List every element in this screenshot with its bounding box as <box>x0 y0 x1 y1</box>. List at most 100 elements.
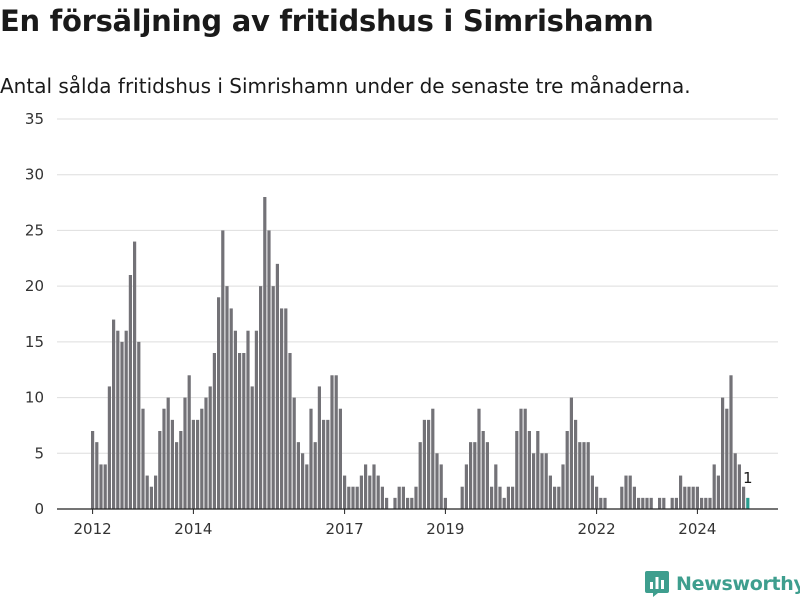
bar <box>511 486 515 509</box>
bar <box>376 475 380 509</box>
bar <box>561 464 565 509</box>
bar <box>225 286 229 509</box>
bar <box>162 408 166 509</box>
bar <box>133 241 137 509</box>
bar <box>691 486 695 509</box>
bar <box>347 486 351 509</box>
bar <box>464 464 468 509</box>
bar <box>557 486 561 509</box>
bar <box>250 386 254 509</box>
bar <box>427 419 431 509</box>
bar <box>385 497 389 509</box>
bar <box>296 442 300 509</box>
bar <box>397 486 401 509</box>
bar <box>565 431 569 509</box>
bar <box>208 386 212 509</box>
bar <box>737 464 741 509</box>
bar <box>305 464 309 509</box>
newsworthy-logo: Newsworthy <box>644 570 800 598</box>
bar <box>662 497 666 509</box>
bar <box>271 286 275 509</box>
bar <box>649 497 653 509</box>
x-tick-label: 2019 <box>426 520 464 538</box>
bar <box>238 353 242 509</box>
bar <box>107 386 111 509</box>
bar <box>212 353 216 509</box>
bar <box>527 431 531 509</box>
bar <box>683 486 687 509</box>
bar <box>284 308 288 509</box>
bar <box>145 475 149 509</box>
bar <box>229 308 233 509</box>
bar <box>334 375 338 509</box>
bar <box>259 286 263 509</box>
bar <box>544 453 548 509</box>
bar <box>200 408 204 509</box>
bar <box>351 486 355 509</box>
bar <box>679 475 683 509</box>
y-tick-label: 20 <box>25 277 44 295</box>
newsworthy-logo-icon <box>645 571 669 597</box>
bar <box>569 397 573 509</box>
bar <box>553 486 557 509</box>
brand-name: Newsworthy <box>676 573 800 595</box>
y-tick-label: 30 <box>25 166 44 184</box>
bar <box>166 397 170 509</box>
bar <box>637 497 641 509</box>
bar <box>368 475 372 509</box>
chart-title: En försäljning av fritidshus i Simrisham… <box>0 4 654 38</box>
bar <box>641 497 645 509</box>
bar <box>481 431 485 509</box>
bar <box>326 419 330 509</box>
x-tick-label: 2012 <box>74 520 112 538</box>
bar <box>217 297 221 509</box>
bar <box>179 431 183 509</box>
bar <box>523 408 527 509</box>
x-tick-label: 2022 <box>578 520 616 538</box>
bar <box>498 486 502 509</box>
bar <box>406 497 410 509</box>
bar <box>154 475 158 509</box>
bar <box>301 453 305 509</box>
bar <box>170 419 174 509</box>
bar <box>280 308 284 509</box>
bar <box>372 464 376 509</box>
bar <box>401 486 405 509</box>
x-tick-label: 2014 <box>174 520 212 538</box>
bar <box>519 408 523 509</box>
bar <box>704 497 708 509</box>
bar <box>460 486 464 509</box>
bar <box>506 486 510 509</box>
bar <box>582 442 586 509</box>
bar <box>502 497 506 509</box>
bar <box>515 431 519 509</box>
bar <box>574 419 578 509</box>
bar <box>288 353 292 509</box>
bar <box>469 442 473 509</box>
x-tick-label: 2024 <box>678 520 716 538</box>
bar <box>141 408 145 509</box>
bar <box>343 475 347 509</box>
bar <box>590 475 594 509</box>
bar <box>716 475 720 509</box>
bar <box>137 341 141 509</box>
bar <box>196 419 200 509</box>
bar <box>721 397 725 509</box>
y-tick-label: 0 <box>34 500 44 518</box>
y-tick-label: 5 <box>34 444 44 462</box>
bar <box>204 397 208 509</box>
bar <box>708 497 712 509</box>
bar <box>317 386 321 509</box>
bar <box>700 497 704 509</box>
y-tick-label: 35 <box>25 110 44 128</box>
bar <box>674 497 678 509</box>
bar <box>733 453 737 509</box>
bar <box>393 497 397 509</box>
bar <box>254 330 258 509</box>
bar <box>473 442 477 509</box>
bar <box>435 453 439 509</box>
bar <box>116 330 120 509</box>
bar-latest <box>746 497 750 509</box>
bar <box>725 408 729 509</box>
